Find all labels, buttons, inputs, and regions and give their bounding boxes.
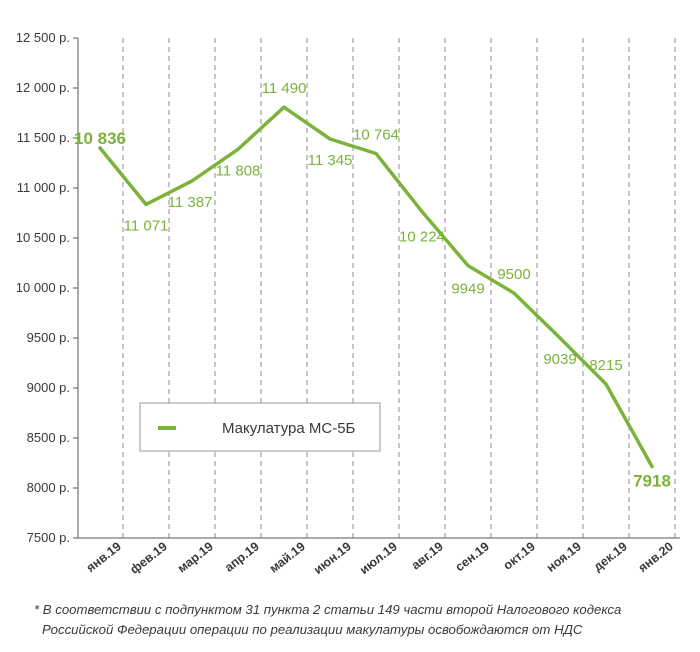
y-axis-ticks: 7500 р. 8000 р. 8500 р. 9000 р. 9500 р. 10 00… (16, 30, 78, 545)
y-tick-label: 10 000 р. (16, 280, 70, 295)
footnote-line-1: * В соответствии с подпунктом 31 пункта … (34, 602, 622, 617)
x-axis-ticks: янв.19 фев.19 мар.19 апр.19 май.19 июн.19 июл.… (84, 539, 676, 577)
data-label: 11 490 (262, 80, 307, 97)
legend: Макулатура МС-5Б (139, 402, 381, 452)
y-tick-label: 11 500 р. (17, 130, 70, 145)
data-label: 11 387 (168, 194, 213, 211)
line-chart: 7500 р. 8000 р. 8500 р. 9000 р. 9500 р. 10 00… (16, 30, 680, 577)
data-point (190, 179, 194, 183)
data-point (558, 336, 562, 340)
data-point (512, 291, 516, 295)
data-point (374, 152, 378, 155)
data-point (144, 202, 148, 206)
data-label: 9039 (543, 351, 576, 368)
grid-lines (122, 38, 676, 538)
legend-label: Макулатура МС-5Б (222, 420, 356, 437)
data-label: 7918 (633, 472, 671, 491)
x-tick-label: окт.19 (501, 539, 538, 572)
x-tick-label: июл.19 (357, 539, 400, 577)
data-label: 10 836 (74, 129, 126, 148)
data-label: 11 808 (216, 162, 261, 179)
x-tick-label: апр.19 (222, 539, 262, 574)
x-tick-label: авг.19 (409, 539, 446, 572)
data-point (236, 147, 240, 151)
x-tick-label: ноя.19 (544, 539, 584, 574)
data-point (282, 105, 286, 109)
y-tick-label: 11 000 р. (17, 180, 70, 195)
series-group (98, 105, 654, 469)
footnote-line-2: Российской Федерации операции по реализа… (42, 622, 583, 637)
x-tick-label: сен.19 (453, 539, 492, 574)
data-label: 9949 (451, 281, 484, 298)
y-tick-label: 12 000 р. (16, 80, 70, 95)
data-point (420, 210, 424, 214)
x-tick-label: янв.20 (636, 539, 676, 575)
y-tick-label: 12 500 р. (16, 30, 70, 45)
y-tick-label: 8000 р. (27, 480, 70, 495)
data-label: 11 345 (308, 152, 353, 169)
x-tick-label: янв.19 (84, 539, 124, 575)
data-label: 9500 (497, 266, 530, 283)
data-label: 8215 (589, 357, 622, 374)
data-point (650, 465, 654, 468)
x-tick-label: май.19 (267, 539, 308, 575)
x-tick-label: июн.19 (311, 539, 354, 577)
footnote: * В соответствии с подпунктом 31 пункта … (34, 600, 674, 640)
y-tick-label: 10 500 р. (16, 230, 70, 245)
x-tick-label: мар.19 (175, 539, 216, 575)
data-point (604, 382, 608, 386)
data-point (328, 137, 332, 141)
data-label: 10 224 (399, 229, 445, 246)
data-point (466, 264, 470, 268)
y-tick-label: 7500 р. (27, 530, 70, 545)
x-tick-label: фев.19 (128, 539, 170, 576)
y-tick-label: 8500 р. (27, 430, 70, 445)
y-tick-label: 9500 р. (27, 330, 70, 345)
x-tick-label: дек.19 (591, 539, 630, 574)
data-label: 10 764 (353, 127, 399, 144)
y-tick-label: 9000 р. (27, 380, 70, 395)
data-point (98, 146, 102, 150)
legend-box (139, 402, 381, 452)
axes (77, 38, 680, 539)
data-label: 11 071 (124, 217, 169, 234)
